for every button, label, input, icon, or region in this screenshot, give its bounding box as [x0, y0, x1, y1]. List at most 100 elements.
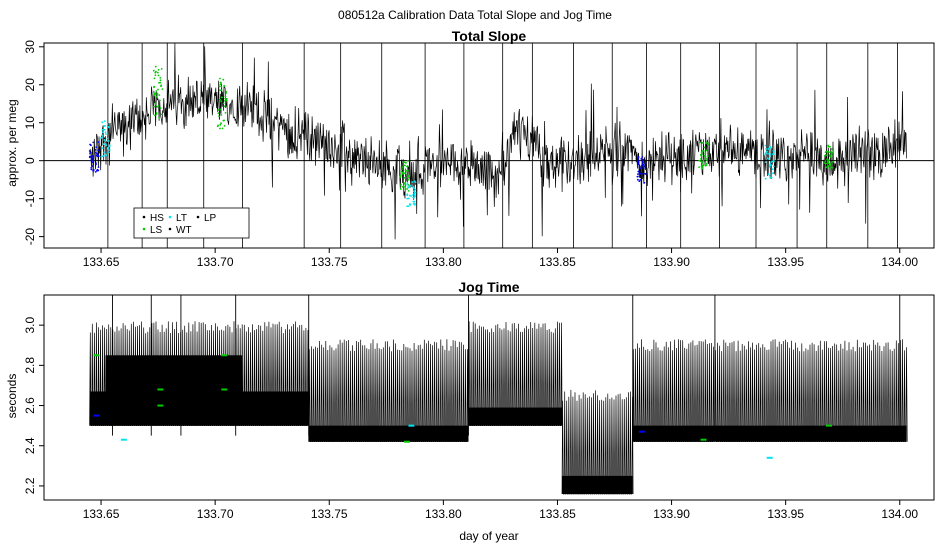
calibration-point: [411, 181, 414, 183]
y-tick-label: 3.0: [23, 316, 37, 333]
calibration-point: [95, 162, 97, 165]
calibration-point: [405, 161, 407, 164]
y-tick-label: 30: [23, 40, 37, 54]
calibration-point: [219, 98, 222, 101]
jog-time-marker: [157, 404, 164, 407]
calibration-point: [700, 157, 702, 160]
calibration-point: [92, 169, 94, 172]
legend-label-lp: LP: [204, 213, 217, 224]
calibration-point: [706, 142, 709, 144]
calibration-point: [823, 155, 826, 157]
legend-box: [133, 207, 250, 239]
jog-time-marker: [766, 456, 773, 459]
calibration-point: [90, 155, 93, 158]
calibration-point: [217, 109, 219, 111]
jog-time-marker: [93, 414, 100, 417]
legend-marker-lp: [196, 215, 200, 219]
calibration-point: [768, 158, 770, 160]
calibration-point: [224, 97, 227, 100]
calibration-point: [636, 175, 639, 178]
calibration-point: [159, 77, 162, 79]
calibration-point: [406, 188, 409, 190]
calibration-point: [767, 148, 769, 151]
calibration-point: [832, 150, 835, 153]
y-tick-label: -20: [23, 228, 37, 246]
calibration-point: [92, 155, 94, 157]
x-axis-label: day of year: [459, 529, 518, 543]
calibration-point: [156, 71, 159, 74]
calibration-point: [160, 113, 163, 116]
calibration-point: [771, 168, 774, 171]
calibration-point: [638, 180, 641, 183]
calibration-point: [217, 112, 220, 114]
calibration-point: [95, 146, 98, 149]
calibration-point: [832, 160, 835, 163]
jog-time-plot-area: [89, 295, 908, 495]
calibration-point: [637, 156, 640, 158]
calibration-point: [88, 150, 91, 152]
calibration-point: [637, 157, 640, 160]
calibration-point: [828, 159, 830, 162]
calibration-point: [639, 179, 642, 181]
x-tick-label: 133.75: [311, 507, 348, 521]
calibration-point: [707, 155, 709, 157]
calibration-point: [221, 127, 224, 130]
calibration-point: [220, 85, 223, 88]
calibration-point: [401, 172, 404, 175]
calibration-point: [703, 146, 706, 149]
calibration-point: [412, 194, 414, 196]
legend-marker-lt: [168, 215, 172, 219]
calibration-point: [402, 185, 405, 188]
calibration-point: [705, 142, 708, 145]
jog-time-baseline-band: [562, 475, 633, 494]
x-tick-label: 133.90: [653, 507, 690, 521]
calibration-point: [100, 155, 103, 158]
calibration-point: [638, 166, 641, 168]
legend-label-wt: WT: [176, 225, 192, 236]
calibration-point: [771, 153, 774, 156]
calibration-point: [701, 161, 704, 164]
calibration-point: [96, 169, 98, 172]
calibration-point: [407, 169, 409, 172]
calibration-point: [158, 94, 161, 96]
calibration-point: [707, 143, 709, 146]
jog-time-marker: [221, 388, 228, 391]
calibration-point: [702, 164, 704, 167]
calibration-point: [153, 92, 156, 95]
y-tick-label: 2.8: [23, 357, 37, 374]
calibration-point: [401, 166, 404, 169]
calibration-point: [413, 190, 415, 193]
calibration-point: [829, 151, 831, 154]
calibration-point: [769, 153, 772, 156]
calibration-point: [159, 107, 162, 110]
y-tick-label: 10: [23, 116, 37, 130]
calibration-point: [405, 170, 408, 172]
calibration-point: [154, 74, 157, 77]
calibration-point: [97, 141, 100, 144]
calibration-point: [705, 164, 708, 167]
calibration-point: [698, 166, 700, 169]
jog-time-marker: [221, 354, 228, 357]
calibration-point: [641, 156, 644, 158]
calibration-point: [92, 159, 95, 162]
calibration-point: [643, 167, 645, 169]
calibration-point: [768, 174, 771, 177]
calibration-point: [400, 183, 402, 186]
calibration-point: [764, 153, 767, 156]
jog-time-series-line: [561, 389, 634, 495]
calibration-point: [764, 144, 767, 147]
calibration-point: [830, 148, 833, 151]
calibration-point: [94, 171, 97, 173]
calibration-point: [700, 155, 703, 157]
legend-marker-wt: [168, 227, 172, 231]
calibration-point: [698, 141, 701, 144]
calibration-point: [155, 90, 158, 92]
calibration-point: [404, 164, 406, 167]
calibration-point: [826, 158, 828, 161]
calibration-point: [153, 105, 155, 108]
calibration-point: [825, 166, 828, 169]
calibration-point: [772, 172, 775, 174]
jog-time-baseline-band: [308, 425, 469, 442]
calibration-point: [153, 93, 156, 96]
calibration-point: [406, 197, 409, 200]
